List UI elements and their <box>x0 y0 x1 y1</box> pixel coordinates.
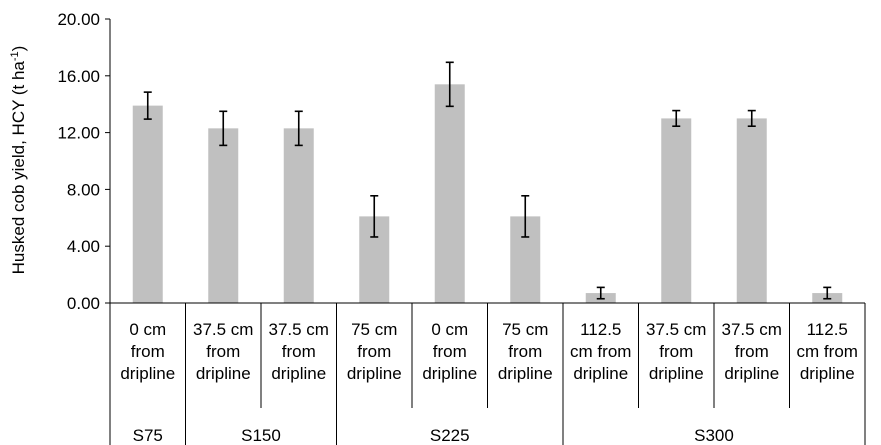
bar <box>132 105 163 304</box>
category-label: dripline <box>573 364 628 383</box>
bar <box>661 118 692 304</box>
category-label: dripline <box>498 364 553 383</box>
y-axis-label: Husked cob yield, HCY (t ha-1) <box>9 46 28 275</box>
category-label: 37.5 cm <box>646 320 706 339</box>
y-tick-label: 12.00 <box>57 124 100 143</box>
category-label: 112.5 <box>807 320 848 339</box>
category-label: 37.5 cm <box>269 320 329 339</box>
category-label: cm from <box>570 342 631 361</box>
bar <box>434 84 465 303</box>
category-label: cm from <box>797 342 858 361</box>
category-label: from <box>659 342 693 361</box>
category-label: dripline <box>422 364 477 383</box>
category-label: from <box>282 342 316 361</box>
category-label: dripline <box>120 364 175 383</box>
category-label: from <box>131 342 165 361</box>
group-label: S225 <box>430 426 470 445</box>
category-label: from <box>508 342 542 361</box>
category-label: from <box>206 342 240 361</box>
y-tick-label: 0.00 <box>67 294 100 313</box>
category-label: from <box>357 342 391 361</box>
category-label: 37.5 cm <box>193 320 253 339</box>
group-labels: S75 S150 S225 S300 <box>133 426 734 445</box>
category-label: 75 cm <box>351 320 397 339</box>
y-tick-label: 16.00 <box>57 67 100 86</box>
axes <box>109 19 866 445</box>
category-label: dripline <box>800 364 855 383</box>
category-label: from <box>735 342 769 361</box>
category-label: 75 cm <box>502 320 548 339</box>
group-label: S150 <box>241 426 281 445</box>
category-label: 0 cm <box>431 320 468 339</box>
y-tick-label: 20.00 <box>57 10 100 29</box>
category-label: dripline <box>649 364 704 383</box>
y-tick-label: 4.00 <box>67 237 100 256</box>
bar <box>283 128 314 303</box>
group-label: S300 <box>694 426 734 445</box>
group-label: S75 <box>133 426 163 445</box>
category-label: dripline <box>724 364 779 383</box>
category-label: dripline <box>196 364 251 383</box>
category-label: dripline <box>347 364 402 383</box>
category-label: 0 cm <box>129 320 166 339</box>
y-tick-label: 8.00 <box>67 180 100 199</box>
bar <box>736 118 767 304</box>
bar <box>208 128 239 303</box>
category-labels: 0 cm from dripline 37.5 cm from dripline 37.5 … <box>120 320 858 383</box>
y-axis-ticks: 0.00 4.00 8.00 12.00 16.00 20.00 <box>57 10 110 313</box>
category-label: 37.5 cm <box>722 320 782 339</box>
category-label: from <box>433 342 467 361</box>
bars <box>132 61 843 304</box>
category-label: dripline <box>271 364 326 383</box>
category-label: 112.5 <box>580 320 621 339</box>
